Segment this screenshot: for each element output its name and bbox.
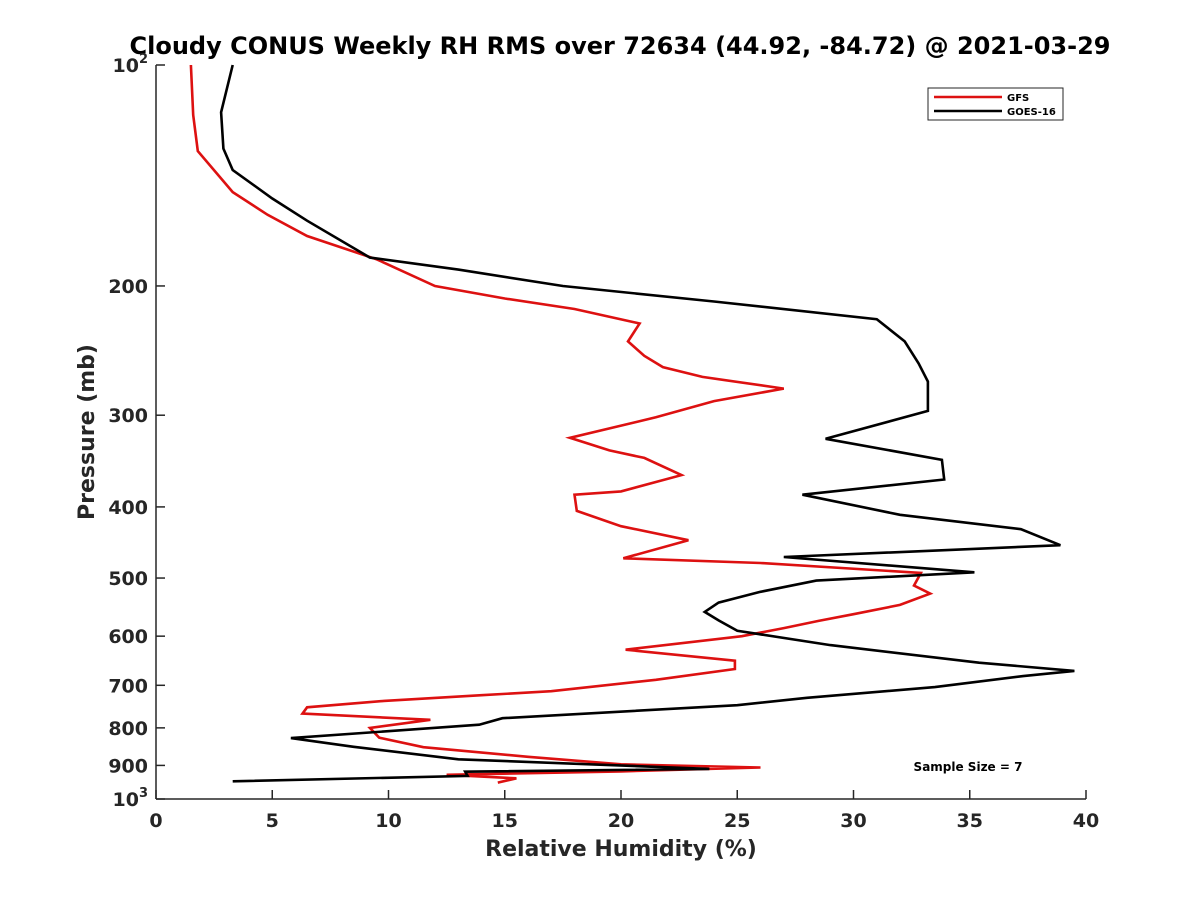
x-tick-label: 40 bbox=[1073, 810, 1099, 832]
series-line-gfs bbox=[189, 64, 934, 784]
legend-label-goes16: GOES-16 bbox=[1007, 107, 1056, 118]
y-tick-label: 103 bbox=[113, 786, 149, 811]
x-tick-label: 0 bbox=[149, 810, 162, 832]
x-tick-label: 25 bbox=[724, 810, 750, 832]
legend-box bbox=[927, 87, 1064, 121]
x-tick-label: 35 bbox=[957, 810, 983, 832]
y-tick-label: 500 bbox=[108, 568, 148, 590]
y-tick-label: 300 bbox=[108, 405, 148, 427]
x-tick-label: 30 bbox=[840, 810, 866, 832]
sample-size-annotation: Sample Size = 7 bbox=[914, 760, 1023, 774]
legend-label-gfs: GFS bbox=[1007, 93, 1029, 104]
x-ticks: 0 5 10 15 20 25 30 35 40 bbox=[149, 790, 1099, 832]
y-tick-label: 102 bbox=[113, 52, 149, 77]
y-tick-label: 600 bbox=[108, 626, 148, 648]
y-tick-label: 700 bbox=[108, 675, 148, 697]
x-tick-label: 20 bbox=[608, 810, 634, 832]
y-tick-label: 400 bbox=[108, 497, 148, 519]
plot-area bbox=[156, 65, 1086, 799]
legend: GFS GOES-16 bbox=[927, 87, 1064, 121]
series-layer bbox=[189, 64, 1075, 784]
y-ticks: 102 200 300 400 500 600 700 800 900 103 bbox=[108, 52, 165, 811]
y-tick-label: 900 bbox=[108, 755, 148, 777]
x-tick-label: 5 bbox=[266, 810, 279, 832]
y-tick-label: 200 bbox=[108, 276, 148, 298]
y-tick-label: 800 bbox=[108, 718, 148, 740]
x-tick-label: 10 bbox=[375, 810, 401, 832]
x-axis-label: Relative Humidity (%) bbox=[485, 837, 757, 862]
chart-title: Cloudy CONUS Weekly RH RMS over 72634 (4… bbox=[130, 32, 1111, 60]
y-axis-label: Pressure (mb) bbox=[75, 344, 100, 520]
x-tick-label: 15 bbox=[492, 810, 518, 832]
series-line-goes16 bbox=[219, 64, 1075, 783]
